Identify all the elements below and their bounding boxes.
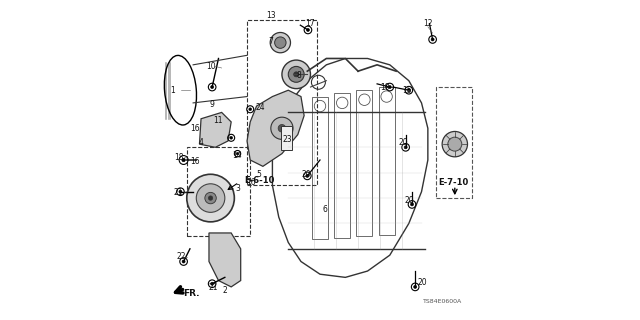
Text: 15: 15 (403, 86, 412, 95)
Circle shape (211, 282, 214, 285)
Circle shape (182, 260, 185, 263)
Text: 6: 6 (323, 205, 327, 214)
Text: TS84E0600A: TS84E0600A (422, 299, 461, 304)
Circle shape (270, 32, 291, 53)
Text: 18: 18 (174, 153, 184, 162)
Circle shape (282, 60, 310, 89)
Text: 21: 21 (209, 283, 218, 292)
Circle shape (230, 136, 232, 139)
Text: 16: 16 (191, 124, 200, 133)
Text: 23: 23 (283, 135, 292, 144)
Circle shape (413, 285, 417, 288)
Text: 12: 12 (423, 19, 433, 28)
Circle shape (249, 108, 252, 111)
Bar (356, 90, 372, 236)
Circle shape (179, 190, 182, 193)
Text: 10: 10 (207, 62, 216, 71)
Circle shape (404, 146, 407, 149)
Circle shape (306, 174, 309, 177)
Circle shape (182, 158, 186, 162)
Text: 16: 16 (246, 178, 256, 187)
Circle shape (442, 132, 467, 157)
Circle shape (410, 203, 413, 206)
Bar (312, 97, 328, 239)
Bar (379, 87, 394, 235)
Text: 3: 3 (235, 184, 240, 193)
Circle shape (388, 85, 391, 89)
Text: 8: 8 (296, 71, 301, 80)
Text: 1: 1 (170, 86, 175, 95)
Circle shape (288, 67, 304, 82)
Circle shape (275, 37, 286, 48)
Text: 20: 20 (404, 196, 414, 205)
Text: FR.: FR. (183, 289, 200, 298)
Circle shape (407, 89, 410, 92)
Circle shape (448, 137, 462, 151)
Text: 20: 20 (301, 170, 311, 179)
Circle shape (209, 196, 212, 200)
Text: E-7-10: E-7-10 (438, 178, 468, 187)
Circle shape (187, 174, 234, 222)
Text: 21: 21 (173, 188, 183, 197)
Text: 4: 4 (198, 138, 204, 147)
Polygon shape (209, 233, 241, 287)
Text: 2: 2 (223, 285, 227, 295)
Text: 19: 19 (380, 83, 390, 92)
Circle shape (236, 152, 239, 155)
Text: 13: 13 (266, 11, 276, 20)
Text: E-6-10: E-6-10 (244, 176, 275, 185)
Text: 5: 5 (257, 170, 262, 179)
Polygon shape (200, 112, 231, 147)
Text: 7: 7 (268, 36, 273, 45)
Bar (334, 93, 350, 238)
Text: 11: 11 (213, 116, 223, 125)
Polygon shape (247, 90, 304, 166)
Circle shape (307, 28, 310, 31)
Text: 9: 9 (209, 100, 214, 109)
Text: 17: 17 (305, 19, 315, 28)
Text: 22: 22 (177, 252, 186, 261)
FancyBboxPatch shape (282, 126, 292, 149)
Text: 16: 16 (191, 157, 200, 166)
Circle shape (205, 192, 216, 204)
Text: 20: 20 (398, 138, 408, 147)
Circle shape (211, 85, 214, 89)
Circle shape (271, 117, 293, 140)
Circle shape (196, 184, 225, 212)
Text: 20: 20 (417, 278, 427, 287)
Circle shape (294, 72, 299, 77)
Circle shape (278, 124, 285, 132)
Circle shape (431, 38, 434, 41)
Text: 14: 14 (232, 151, 241, 160)
Text: 24: 24 (255, 103, 265, 112)
